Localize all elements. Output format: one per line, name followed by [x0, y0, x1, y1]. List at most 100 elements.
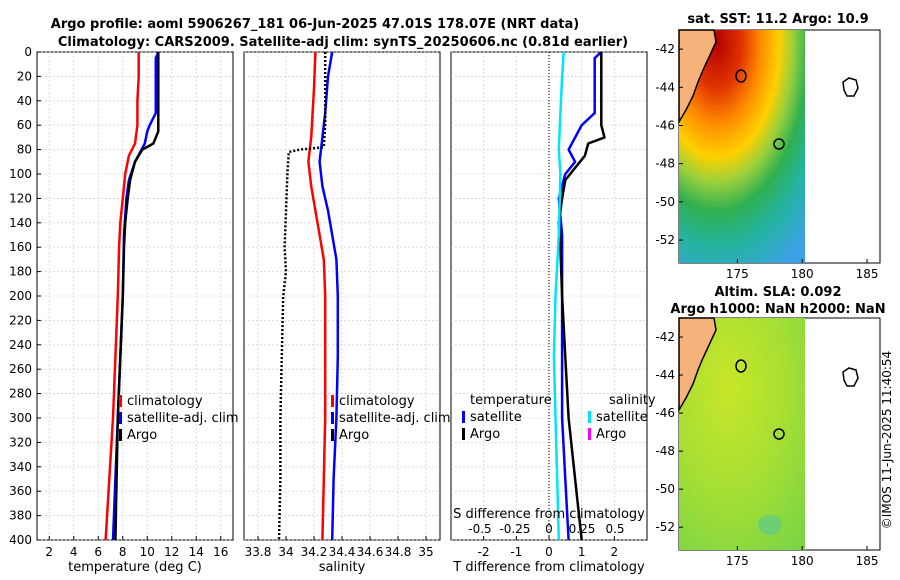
temperature-xlabel: temperature (deg C)	[68, 560, 202, 575]
y-tick-label: 80	[17, 143, 32, 157]
x-tick-label: 34.2	[301, 545, 328, 559]
y-tick-label: 100	[9, 167, 32, 181]
temperature-legend: climatology satellite-adj. clim Argo	[119, 394, 239, 443]
secondary-x-tick-label: 0	[545, 522, 553, 536]
map-y-tick-label: -42	[655, 42, 675, 56]
map-y-tick-label: -48	[655, 444, 675, 458]
legend-swatch-climatology	[331, 395, 334, 407]
legend-swatch-argo	[331, 429, 334, 441]
legend-swatch-s-argo	[588, 428, 591, 440]
series-line-s-satellite	[552, 51, 565, 541]
legend-label-climatology: climatology	[339, 394, 415, 409]
secondary-x-tick-label: 0.25	[569, 522, 596, 536]
y-tick-label: 240	[9, 338, 32, 352]
y-tick-label: 280	[9, 387, 32, 401]
coastline-land	[678, 29, 717, 125]
series-line-argo	[114, 52, 160, 541]
x-tick-label: -2	[478, 545, 490, 559]
secondary-x-tick-label: -0.5	[468, 522, 491, 536]
salinity-xlabel: salinity	[319, 560, 366, 575]
x-tick-label: 14	[189, 545, 204, 559]
y-tick-label: 20	[17, 69, 32, 83]
map-x-tick-label: 180	[791, 267, 814, 281]
map-y-tick-label: -46	[655, 118, 675, 132]
x-tick-label: -1	[510, 545, 522, 559]
series-line-climatology	[104, 52, 140, 541]
y-tick-label: 400	[9, 533, 32, 547]
legend-label-t-argo: Argo	[470, 427, 500, 442]
island-outline	[842, 77, 859, 97]
y-tick-label: 160	[9, 240, 32, 254]
x-tick-label: 4	[70, 545, 78, 559]
legend-title-salinity: salinity	[609, 393, 656, 408]
legend-label-satellite: satellite-adj. clim	[127, 411, 239, 426]
title-line-2: Climatology: CARS2009. Satellite-adj cli…	[58, 35, 628, 50]
map-y-tick-label: -48	[655, 157, 675, 171]
legend-label-t-satellite: satellite	[470, 410, 522, 425]
sla-eddy	[758, 515, 782, 535]
y-tick-label: 200	[9, 289, 32, 303]
island-outline	[842, 367, 859, 387]
legend-swatch-argo	[119, 429, 122, 441]
secondary-x-tick-label: -0.25	[499, 522, 530, 536]
x-tick-label: 33.8	[245, 545, 272, 559]
x-tick-label: 1	[578, 545, 586, 559]
credit-text: ©IMOS 11-Jun-2025 11:40:54	[880, 351, 894, 529]
x-tick-label: 0	[545, 545, 553, 559]
y-tick-label: 300	[9, 411, 32, 425]
island-outline	[735, 359, 747, 373]
argo-position-marker	[773, 428, 785, 440]
sst-map-panel: sat. SST: 11.2 Argo: 10.9 175 180 185 -42 -4…	[655, 12, 881, 281]
y-tick-label: 320	[9, 435, 32, 449]
y-tick-label: 380	[9, 509, 32, 523]
island-outline	[735, 69, 747, 83]
x-tick-label: 35	[418, 545, 433, 559]
map-x-tick-label: 185	[856, 554, 879, 568]
map-x-tick-label: 185	[856, 267, 879, 281]
x-tick-label: 34	[278, 545, 293, 559]
map-y-tick-label: -52	[655, 233, 675, 247]
temperature-panel: 2 4 6 8 10 12 14 16 0 20 40 60 80 100 120 140 160 180 200…	[9, 45, 239, 575]
map-y-tick-label: -46	[655, 406, 675, 420]
y-tick-label: 60	[17, 118, 32, 132]
y-tick-label: 260	[9, 362, 32, 376]
t-difference-xlabel: T difference from climatology	[452, 560, 645, 575]
legend-label-s-argo: Argo	[596, 427, 626, 442]
y-tick-label: 220	[9, 313, 32, 327]
salinity-legend: climatology satellite-adj. clim Argo	[331, 394, 451, 443]
map-y-tick-label: -42	[655, 330, 675, 344]
y-tick-label: 140	[9, 216, 32, 230]
legend-swatch-satellite	[331, 412, 334, 424]
map-y-tick-label: -44	[655, 368, 675, 382]
series-line-t-argo	[557, 52, 606, 541]
x-tick-label: 34.6	[357, 545, 384, 559]
y-tick-label: 0	[24, 45, 32, 59]
series-line-climatology	[307, 51, 327, 541]
map-x-tick-label: 180	[791, 554, 814, 568]
sst-map-title: sat. SST: 11.2 Argo: 10.9	[687, 12, 868, 27]
x-tick-label: 34.4	[329, 545, 356, 559]
sla-map-panel: Altim. SLA: 0.092 Argo h1000: NaN h2000:…	[655, 285, 885, 568]
x-tick-label: 2	[45, 545, 53, 559]
y-tick-label: 360	[9, 484, 32, 498]
x-tick-label: 8	[119, 545, 127, 559]
coastline-land	[678, 317, 717, 413]
title-line-1: Argo profile: aoml 5906267_181 06-Jun-20…	[51, 17, 579, 32]
x-tick-label: 12	[164, 545, 179, 559]
map-y-tick-label: -52	[655, 520, 675, 534]
map-y-tick-label: -44	[655, 80, 675, 94]
legend-swatch-t-argo	[462, 428, 465, 440]
x-tick-label: 2	[611, 545, 619, 559]
map-x-tick-label: 175	[726, 554, 749, 568]
legend-swatch-satellite	[119, 412, 122, 424]
y-tick-label: 40	[17, 94, 32, 108]
legend-label-s-satellite: satellite	[596, 410, 648, 425]
map-y-tick-label: -50	[655, 195, 675, 209]
x-tick-label: 6	[94, 545, 102, 559]
x-tick-label: 34.8	[385, 545, 412, 559]
legend-label-climatology: climatology	[127, 394, 203, 409]
x-tick-label: 10	[140, 545, 155, 559]
difference-panel: -2 -1 0 1 2 S difference from climatology -0…	[450, 51, 656, 575]
sla-map-title-1: Altim. SLA: 0.092	[715, 285, 842, 300]
